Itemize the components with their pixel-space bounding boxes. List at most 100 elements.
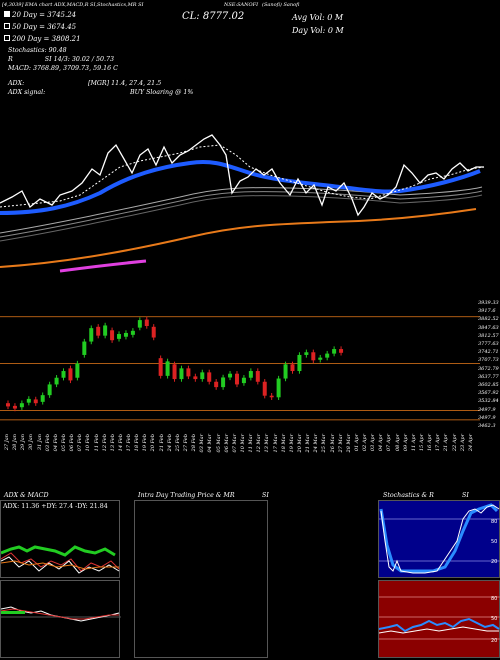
candle-body: [54, 377, 59, 385]
rsi-lines: 80 50 20: [379, 596, 500, 644]
date-axis-label: 18 Feb: [134, 434, 141, 452]
candle-body: [311, 352, 316, 361]
date-axis-label: 17 Apr: [435, 434, 442, 452]
macd-panel-lines: [1, 606, 121, 622]
ema-band-2: [0, 190, 483, 238]
date-axis-label: 23 Apr: [459, 434, 466, 452]
ema-fast-line: [0, 160, 481, 215]
date-axis-label: 28 Feb: [191, 434, 198, 452]
ema200-readout: 200 Day = 3808.21: [4, 35, 81, 43]
candle-body: [12, 405, 17, 409]
date-axis-label: 17 Feb: [126, 434, 133, 452]
candle-body: [6, 403, 10, 407]
price-axis-label: 3497.9: [478, 406, 496, 413]
price-axis-label: 3497.9: [478, 414, 496, 421]
candle-body: [47, 384, 52, 396]
adx-signal-value: BUY Sloaring @ 1%: [130, 89, 194, 96]
date-axis-label: 19 Feb: [142, 434, 149, 452]
date-axis-label: 18 Mar: [280, 434, 287, 453]
candle-body: [325, 353, 330, 358]
candle-body: [290, 364, 295, 372]
svg-text:20: 20: [491, 559, 497, 565]
candle-body: [186, 368, 191, 377]
date-axis-label: 15 Apr: [419, 434, 426, 452]
adx-values: [MGR] 11.4, 27.4, 21.5: [88, 80, 162, 87]
price-axis-label: 3462.3: [478, 423, 496, 429]
candle-body: [123, 332, 128, 337]
date-axis-label: 08 Apr: [394, 434, 401, 452]
ema-chart: [0, 134, 485, 273]
date-axis-label: 19 Mar: [288, 434, 295, 453]
intraday-panel: [134, 500, 268, 658]
date-axis-label: 11 Apr: [410, 434, 417, 452]
date-axis-label: 13 Mar: [264, 434, 271, 453]
date-axis-label: 31 Jan: [36, 434, 43, 451]
candle-body: [248, 371, 253, 378]
candle-body: [89, 328, 94, 342]
candle-body: [255, 371, 260, 382]
ema-magenta-line: [59, 259, 147, 273]
date-axis-label: 20 Feb: [150, 434, 157, 452]
candle-body: [26, 398, 31, 403]
date-axis-label: 21 Apr: [443, 434, 450, 452]
top-left-tags: [4,3039] EMA chart ADX,MACD,R SI,Stochas…: [2, 2, 144, 8]
adx-label: ADX:: [8, 80, 25, 87]
candle-body: [262, 381, 267, 396]
date-axis-label: 22 Apr: [451, 434, 458, 452]
candle-body: [332, 349, 337, 354]
candlestick-chart: [0, 316, 480, 421]
date-axis-label: 04 Apr: [378, 434, 385, 452]
candle-body: [228, 373, 233, 378]
rsi-readout: R SI 14/3: 30.02 / 50.73: [8, 56, 115, 63]
stochastics-lines: 80 50 20: [379, 503, 500, 574]
ema200-swatch: [4, 35, 10, 41]
candle-body: [221, 377, 226, 388]
candle-body: [283, 364, 288, 379]
date-axis-label: 21 Feb: [158, 434, 165, 452]
adx-panel: ADX: 11.36 +DY: 27.4 -DY: 21.84: [0, 500, 120, 578]
date-axis-label: 01 Apr: [353, 434, 360, 452]
adx-panel-readout: ADX: 11.36 +DY: 27.4 -DY: 21.84: [3, 503, 108, 510]
date-axis-label: 03 Feb: [44, 434, 51, 452]
candle-body: [103, 325, 108, 336]
ema20-dashed-line: [0, 144, 485, 208]
date-axis-label: 09 Apr: [402, 434, 409, 452]
price-axis-label: 3812.57: [478, 332, 499, 339]
date-axis-label: 25 Feb: [174, 434, 181, 452]
date-axis-label: 20 Mar: [296, 434, 303, 453]
date-axis-label: 11 Mar: [248, 434, 255, 453]
price-axis-label: 3602.85: [478, 382, 499, 388]
ema50-readout: 50 Day = 3674.45: [4, 23, 76, 31]
date-axis: 27 Jan 28 Jan 29 Jan 30 Jan 31 Jan 03 Feb 04 F…: [0, 432, 480, 487]
candle-body: [137, 320, 142, 328]
ticker-tag: NSE:SANOFI: [224, 2, 259, 8]
svg-text:50: 50: [491, 539, 497, 545]
date-axis-label: 06 Mar: [223, 434, 230, 453]
avg-volume: Avg Vol: 0 M: [292, 13, 344, 22]
date-axis-label: 24 Feb: [166, 434, 173, 452]
candle-body: [165, 361, 170, 376]
candle-body: [339, 349, 344, 353]
candle-body: [172, 364, 177, 380]
date-axis-label: 13 Feb: [109, 434, 116, 452]
date-axis-label: 24 Apr: [467, 434, 474, 452]
candle-body: [68, 368, 73, 381]
candle-body: [193, 376, 198, 380]
svg-text:80: 80: [491, 519, 497, 525]
date-axis-label: 17 Mar: [272, 434, 279, 453]
ema-band-3: [0, 194, 483, 242]
date-axis-label: 12 Feb: [101, 434, 108, 452]
ema50-swatch: [4, 23, 10, 29]
date-axis-label: 28 Mar: [345, 434, 352, 453]
price-axis-label: 3847.63: [478, 324, 499, 331]
svg-text:20: 20: [491, 638, 497, 644]
candle-body: [144, 319, 149, 326]
date-axis-label: 25 Mar: [321, 434, 328, 453]
candle-body: [269, 395, 274, 398]
ema-slow-line: [0, 208, 477, 268]
price-axis-label: 3637.77: [478, 373, 499, 380]
date-axis-label: 11 Feb: [93, 434, 100, 452]
adx-panel-lines: [1, 545, 120, 574]
stochastics-title: Stochastics & R: [383, 492, 434, 499]
date-axis-label: 27 Mar: [337, 434, 344, 453]
